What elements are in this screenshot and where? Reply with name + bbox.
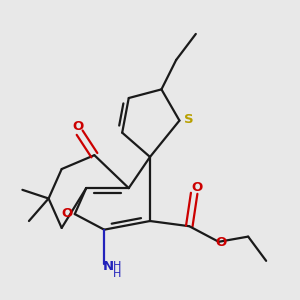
Text: O: O [216,236,227,249]
Text: N: N [103,260,114,272]
Text: S: S [184,113,194,126]
Text: O: O [191,181,202,194]
Text: O: O [72,120,84,133]
Text: H: H [112,269,121,279]
Text: H: H [112,261,121,271]
Text: O: O [61,206,72,220]
